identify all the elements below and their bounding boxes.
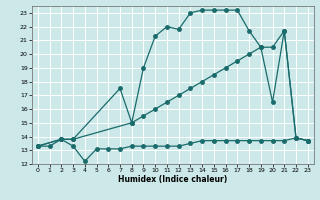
X-axis label: Humidex (Indice chaleur): Humidex (Indice chaleur) — [118, 175, 228, 184]
